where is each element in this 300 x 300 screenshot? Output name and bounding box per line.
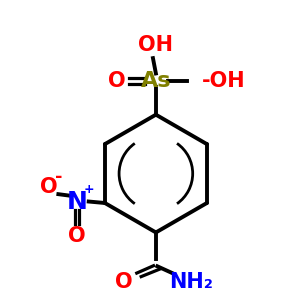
Text: NH₂: NH₂ — [169, 272, 213, 292]
Text: O: O — [108, 71, 125, 91]
Text: -OH: -OH — [202, 71, 245, 91]
Text: O: O — [40, 177, 58, 197]
Text: -: - — [55, 168, 62, 186]
Text: OH: OH — [138, 35, 173, 56]
Text: O: O — [115, 272, 133, 292]
Text: +: + — [83, 183, 94, 196]
Text: As: As — [141, 71, 171, 91]
Text: N: N — [67, 190, 87, 214]
Text: O: O — [68, 226, 86, 246]
